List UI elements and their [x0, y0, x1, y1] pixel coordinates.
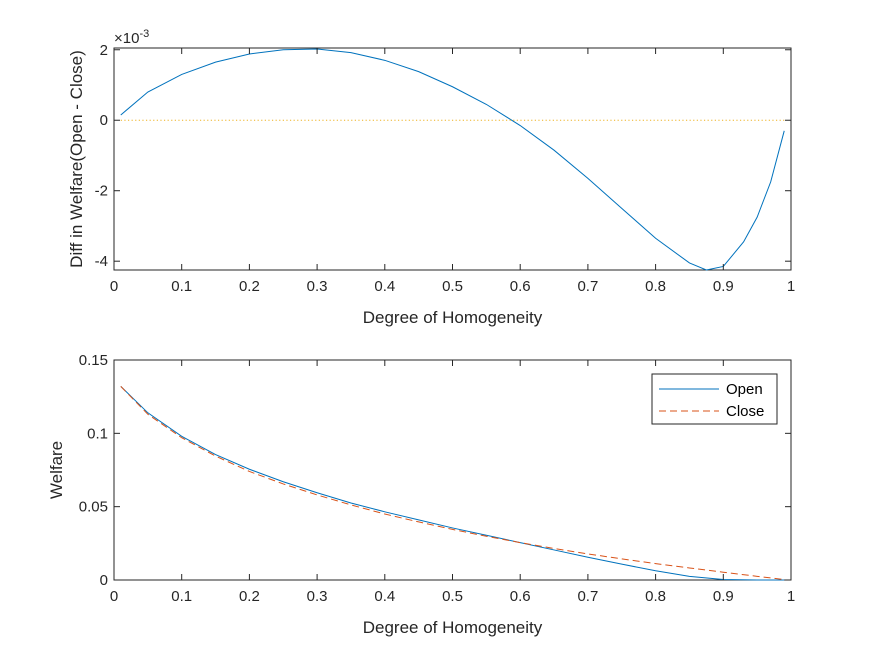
- top-y-tick-label: -2: [95, 183, 108, 200]
- top-x-tick-label: 0.7: [577, 278, 598, 295]
- bottom-y-tick-label: 0.15: [79, 352, 108, 369]
- top-x-tick-label: 1: [787, 278, 795, 295]
- bottom-x-tick-label: 0.1: [171, 588, 192, 605]
- top-axes-box: [113, 47, 792, 271]
- top-y-axis-label: Diff in Welfare(Open - Close): [67, 50, 86, 268]
- bottom-x-tick-label: 0.7: [577, 588, 598, 605]
- bottom-y-ticks: 0 0.05 0.1 0.15: [79, 352, 791, 589]
- top-x-tick-label: 0.4: [374, 278, 395, 295]
- bottom-x-tick-label: 1: [787, 588, 795, 605]
- bottom-x-tick-label: 0.8: [645, 588, 666, 605]
- bottom-x-tick-label: 0.4: [374, 588, 395, 605]
- bottom-panel: 0 0.1 0.2 0.3 0.4 0.5 0.6 0.7 0.8 0.9 1 0 0.05 0.1 0.…: [47, 352, 795, 637]
- top-x-axis-label: Degree of Homogeneity: [363, 308, 543, 327]
- top-x-tick-label: 0.9: [713, 278, 734, 295]
- bottom-x-tick-label: 0.5: [442, 588, 463, 605]
- top-x-tick-label: 0.5: [442, 278, 463, 295]
- top-x-ticks: 0 0.1 0.2 0.3 0.4 0.5 0.6 0.7 0.8 0.9 1: [110, 48, 795, 295]
- top-x-tick-label: 0.1: [171, 278, 192, 295]
- bottom-y-tick-label: 0.1: [87, 425, 108, 442]
- top-y-tick-label: 2: [100, 42, 108, 59]
- bottom-y-axis-label: Welfare: [47, 441, 66, 499]
- top-x-tick-label: 0.8: [645, 278, 666, 295]
- bottom-series-line-open: [120, 386, 785, 581]
- bottom-x-axis-label: Degree of Homogeneity: [363, 618, 543, 637]
- top-x-tick-label: 0.2: [239, 278, 260, 295]
- legend: Open Close: [651, 373, 778, 425]
- top-x-tick-label: 0: [110, 278, 118, 295]
- top-y-exponent: ×10-3: [114, 28, 149, 47]
- bottom-x-tick-label: 0.6: [510, 588, 531, 605]
- top-series-line-diff: [120, 48, 785, 271]
- legend-box: [651, 373, 778, 425]
- bottom-series-line-close: [120, 386, 785, 581]
- top-x-tick-label: 0.6: [510, 278, 531, 295]
- legend-close-label: Close: [726, 403, 764, 420]
- top-panel: 0 0.1 0.2 0.3 0.4 0.5 0.6 0.7 0.8 0.9 1 -4 -2 0 2 ×10…: [67, 28, 795, 327]
- bottom-plot-area: [120, 386, 785, 581]
- bottom-x-tick-label: 0: [110, 588, 118, 605]
- bottom-x-tick-label: 0.3: [307, 588, 328, 605]
- legend-open-label: Open: [726, 381, 763, 398]
- top-y-tick-label: 0: [100, 112, 108, 129]
- bottom-x-tick-label: 0.9: [713, 588, 734, 605]
- top-x-tick-label: 0.3: [307, 278, 328, 295]
- top-y-ticks: -4 -2 0 2: [95, 42, 791, 270]
- bottom-y-tick-label: 0.05: [79, 499, 108, 516]
- top-plot-area: [120, 48, 785, 271]
- bottom-y-tick-label: 0: [100, 572, 108, 589]
- bottom-x-tick-label: 0.2: [239, 588, 260, 605]
- top-y-tick-label: -4: [95, 253, 108, 270]
- bottom-x-ticks: 0 0.1 0.2 0.3 0.4 0.5 0.6 0.7 0.8 0.9 1: [110, 360, 795, 605]
